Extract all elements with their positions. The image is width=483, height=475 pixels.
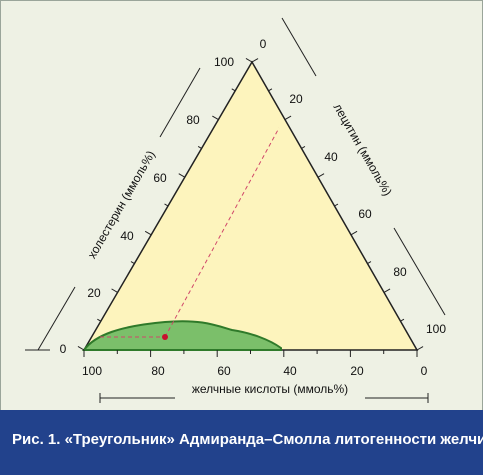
caption-band	[0, 410, 483, 475]
left-tick-label: 60	[153, 171, 167, 185]
ticks	[77, 58, 424, 357]
tick	[212, 115, 219, 121]
tick	[97, 318, 102, 322]
right-tick-label: 0	[260, 37, 267, 51]
bottom-tick-label: 60	[217, 364, 231, 378]
right-tick-label: 40	[324, 150, 338, 164]
tick	[350, 230, 358, 236]
tick	[231, 88, 236, 92]
right-tick-label: 20	[289, 92, 303, 106]
bottom-tick-label: 100	[82, 364, 102, 378]
tick	[197, 145, 202, 149]
left-tick-label: 40	[120, 229, 134, 243]
stone-free-zone	[82, 320, 282, 351]
right-tick-label: 100	[426, 322, 446, 336]
tick	[178, 173, 186, 178]
tick	[317, 173, 325, 178]
tick	[164, 203, 169, 207]
tick	[130, 261, 135, 265]
axis-brackets	[25, 17, 446, 403]
right-tick-label: 60	[358, 207, 372, 221]
bottom-tick-label: 40	[283, 364, 297, 378]
tick	[268, 88, 273, 92]
bottom-tick-label: 80	[151, 364, 165, 378]
left-tick-label: 80	[186, 113, 200, 127]
tick	[111, 288, 118, 293]
tick	[251, 58, 259, 63]
left-tick-label: 100	[214, 55, 234, 69]
caption: Рис. 1. «Треугольник» Адмиранда–Смолла л…	[12, 431, 483, 448]
tick	[144, 230, 152, 236]
bottom-axis-title: желчные кислоты (ммоль%)	[192, 382, 348, 396]
tick	[334, 203, 339, 207]
left-tick-label: 20	[87, 286, 101, 300]
tick	[245, 58, 253, 63]
tick	[383, 288, 391, 293]
bottom-tick-label: 0	[421, 364, 428, 378]
tick	[367, 261, 372, 265]
sample-point	[162, 334, 168, 340]
guide-line	[164, 127, 280, 338]
tick	[416, 346, 424, 351]
tick	[400, 318, 405, 322]
tick	[77, 346, 85, 351]
left-tick-label: 0	[60, 342, 67, 356]
tick	[301, 145, 306, 149]
right-tick-label: 80	[393, 265, 407, 279]
bottom-tick-label: 20	[350, 364, 364, 378]
tick	[284, 115, 292, 121]
